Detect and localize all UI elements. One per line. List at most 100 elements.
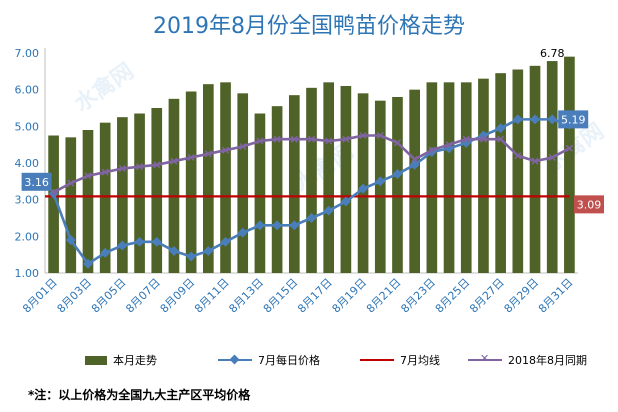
legend-label: 7月均线 (400, 354, 440, 367)
data-point (462, 135, 470, 143)
bar (117, 117, 128, 274)
bar (460, 82, 472, 273)
data-point (512, 114, 523, 125)
chart-title: 2019年8月份全国鸭苗价格走势 (153, 14, 465, 39)
bar (271, 106, 283, 274)
x-tick-label: 8月01日 (20, 276, 60, 316)
y-tick-label: 7.00 (15, 47, 40, 60)
data-point (531, 157, 539, 165)
bar (288, 95, 300, 274)
bar (546, 61, 558, 273)
legend-item: 本月走势 (85, 352, 157, 368)
data-point (530, 114, 540, 125)
bar (495, 73, 506, 274)
bar (426, 82, 438, 273)
x-tick-label: 8月15日 (261, 276, 301, 316)
data-point (272, 220, 283, 231)
legend-swatch: ✕ (468, 352, 502, 364)
legend-label: 本月走势 (113, 354, 157, 367)
bar (82, 130, 94, 273)
data-point (497, 135, 505, 143)
data-point (220, 236, 231, 247)
data-label-box (574, 195, 604, 214)
data-point (445, 141, 453, 149)
data-point (67, 179, 75, 187)
bar (185, 91, 197, 273)
x-tick-label: 8月09日 (158, 276, 198, 316)
bar (323, 82, 335, 273)
legend-swatch (360, 358, 394, 362)
bar (220, 82, 231, 273)
data-point (565, 144, 573, 152)
bar (443, 82, 455, 273)
x-tick-label: 8月31日 (536, 276, 576, 316)
legend-item: ✕ 2018年8月同期 (468, 352, 587, 368)
x-tick-label: 8月23日 (398, 276, 438, 316)
data-point (495, 123, 506, 134)
data-point (290, 135, 298, 143)
data-point (100, 247, 111, 258)
data-point (358, 183, 369, 194)
data-point (375, 176, 386, 187)
bar (134, 113, 145, 273)
data-point (65, 235, 76, 245)
x-tick-label: 8月11日 (192, 276, 232, 316)
bar (512, 69, 524, 273)
legend-marker: ✕ (480, 351, 490, 365)
bar (340, 86, 352, 273)
bar (99, 122, 111, 274)
data-label: 3.16 (24, 176, 49, 189)
data-label: 6.78 (540, 47, 565, 60)
bar (392, 97, 403, 273)
data-point (393, 139, 401, 147)
bar (151, 108, 163, 273)
data-point (153, 161, 161, 169)
data-point (547, 114, 558, 125)
x-tick-label: 8月03日 (55, 276, 95, 316)
bar (65, 137, 77, 273)
data-point (203, 246, 214, 256)
data-point (118, 164, 126, 173)
data-label: 5.19 (561, 113, 586, 126)
legend-swatch (85, 355, 107, 365)
x-tick-label: 8月19日 (330, 276, 370, 316)
data-point (411, 155, 419, 163)
y-tick-label: 2.00 (15, 230, 40, 243)
legend-label: 2018年8月同期 (508, 354, 587, 367)
x-tick-label: 8月13日 (226, 276, 266, 316)
bar (237, 93, 249, 273)
bar (203, 84, 214, 274)
data-point (254, 220, 265, 231)
y-tick-label: 1.00 (15, 267, 40, 280)
data-point (340, 196, 351, 207)
x-tick-label: 8月07日 (123, 276, 163, 316)
data-point (204, 150, 212, 158)
data-point (514, 152, 522, 160)
data-point (136, 163, 144, 171)
y-tick-label: 3.00 (15, 194, 40, 207)
bar (357, 93, 369, 273)
data-point (342, 135, 350, 143)
data-point (548, 153, 556, 162)
y-tick-label: 4.00 (15, 157, 40, 170)
data-point (376, 131, 384, 140)
data-point (306, 213, 317, 223)
bar (254, 113, 266, 273)
bar (48, 135, 59, 273)
data-point (134, 236, 145, 247)
x-tick-label: 8月05日 (89, 276, 129, 316)
data-point (239, 142, 247, 151)
data-point (307, 135, 316, 143)
bar (374, 100, 386, 274)
x-tick-label: 8月29日 (502, 276, 542, 316)
data-label-box (558, 110, 589, 129)
data-point (428, 146, 436, 154)
data-point (392, 169, 403, 179)
legend-item: 7月每日价格 (218, 352, 320, 368)
x-tick-label: 8月17日 (295, 276, 335, 316)
data-point (237, 227, 248, 238)
data-point (289, 220, 300, 231)
data-point (50, 188, 58, 196)
